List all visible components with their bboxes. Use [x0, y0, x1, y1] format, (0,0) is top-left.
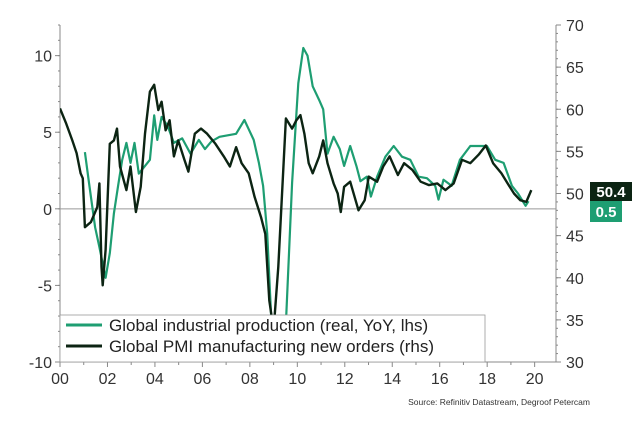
last-value-ip: 0.5 [596, 204, 617, 221]
x-tick-label: 00 [51, 371, 69, 388]
x-tick-label: 16 [431, 371, 449, 388]
y-right-tick-label: 70 [566, 18, 584, 35]
last-value-pmi: 50.4 [596, 184, 626, 201]
x-tick-label: 12 [336, 371, 354, 388]
y-left-tick-label: 5 [43, 125, 52, 142]
legend: Global industrial production (real, YoY,… [59, 314, 486, 363]
y-right-tick-label: 55 [566, 144, 584, 161]
x-tick-label: 02 [99, 371, 117, 388]
y-right-tick-label: 45 [566, 229, 584, 246]
y-left-tick-label: 0 [43, 202, 52, 219]
legend-label-ip: Global industrial production (real, YoY,… [109, 316, 428, 335]
legend-label-pmi: Global PMI manufacturing new orders (rhs… [109, 337, 434, 356]
y-right-tick-label: 35 [566, 313, 584, 330]
y-left-tick-label: -10 [29, 355, 52, 372]
last-value-box-ip [590, 201, 622, 222]
x-tick-label: 10 [288, 371, 306, 388]
y-right-tick-label: 50 [566, 187, 584, 204]
x-tick-label: 08 [241, 371, 259, 388]
y-left-tick-label: -5 [38, 278, 52, 295]
x-tick-label: 04 [146, 371, 164, 388]
last-value-box-pmi [590, 182, 632, 201]
source-note: Source: Refinitiv Datastream, Degroof Pe… [408, 397, 590, 407]
y-right-tick-label: 65 [566, 60, 584, 77]
x-tick-label: 14 [383, 371, 401, 388]
y-right-tick-label: 40 [566, 271, 584, 288]
x-tick-label: 18 [478, 371, 496, 388]
y-right-tick-label: 30 [566, 355, 584, 372]
x-tick-label: 20 [526, 371, 544, 388]
series-line-pmi-new-orders [60, 83, 533, 332]
x-tick-label: 06 [193, 371, 211, 388]
series-line-industrial-production [83, 46, 530, 356]
y-left-tick-label: 10 [34, 49, 52, 66]
last-value-labels: 50.4 0.5 [590, 182, 632, 222]
y-right-tick-label: 60 [566, 102, 584, 119]
